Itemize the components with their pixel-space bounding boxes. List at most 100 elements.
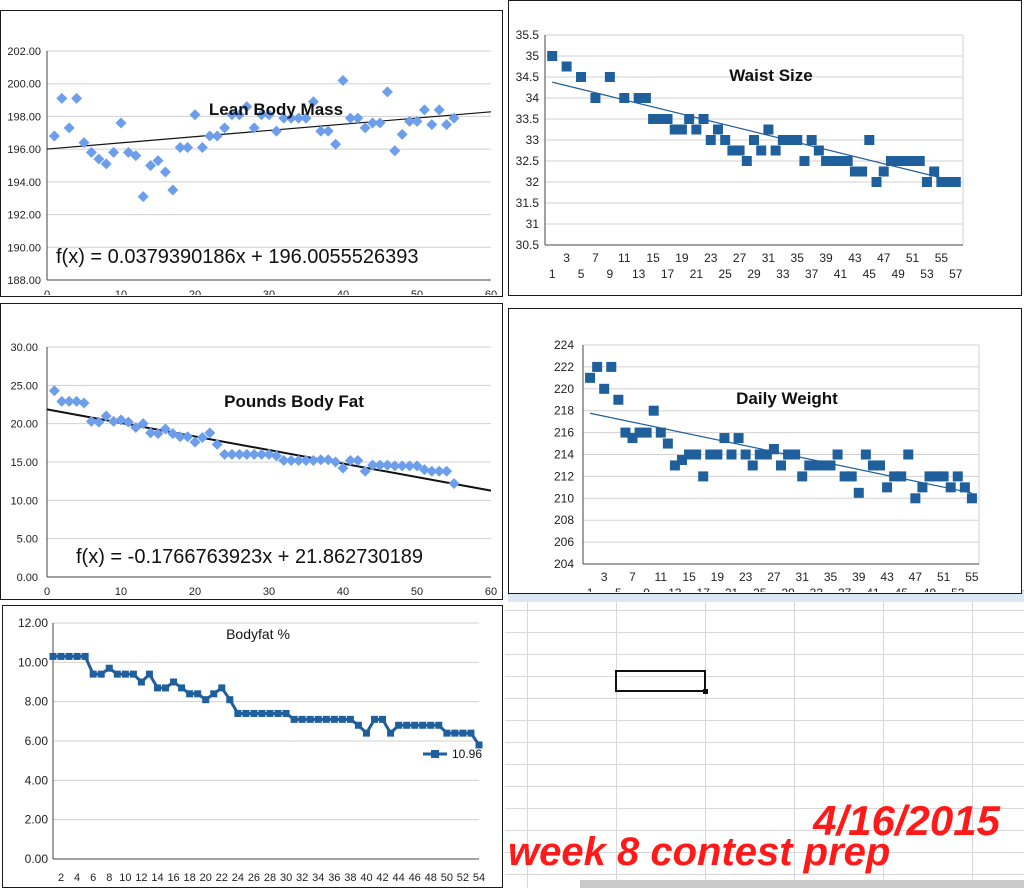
spreadsheet-grid[interactable] xyxy=(505,602,1024,888)
x-tick-label: 35 xyxy=(824,570,838,584)
data-point xyxy=(314,715,322,723)
x-tick-label: 17 xyxy=(661,267,675,281)
y-tick-label: 33.5 xyxy=(516,112,540,126)
x-tick-label: 29 xyxy=(781,586,795,592)
x-tick-label: 27 xyxy=(767,570,781,584)
data-point xyxy=(186,690,194,698)
data-point xyxy=(137,191,149,203)
data-point xyxy=(634,427,645,438)
x-tick-label: 46 xyxy=(409,872,421,884)
data-point xyxy=(196,431,208,443)
data-point xyxy=(63,122,75,134)
trendline xyxy=(589,412,973,494)
x-tick-label: 44 xyxy=(392,872,404,884)
x-tick-label: 31 xyxy=(762,251,776,265)
data-point xyxy=(159,423,171,435)
x-tick-label: 45 xyxy=(895,586,909,592)
data-point xyxy=(959,482,970,493)
daily-weight-chart-panel[interactable]: 204 206 208 210 212 214 216 218 220 222 224 3 7 11 15 1… xyxy=(508,308,1022,600)
data-point xyxy=(159,166,171,178)
data-point xyxy=(189,436,201,448)
data-point xyxy=(712,124,723,135)
data-point xyxy=(263,448,275,460)
data-point xyxy=(677,454,687,465)
data-point xyxy=(783,449,794,460)
data-point xyxy=(78,397,90,409)
x-tick-label: 20 xyxy=(200,872,212,884)
data-point xyxy=(122,416,134,428)
lean-body-mass-chart-panel[interactable]: 188.00 190.00 192.00 194.00 196.00 198.00 200.… xyxy=(0,10,503,301)
data-point xyxy=(337,74,349,86)
data-point xyxy=(121,670,129,678)
data-point xyxy=(367,459,379,471)
data-point xyxy=(792,135,803,145)
chart-title: Bodyfat % xyxy=(226,626,290,642)
chart-title: Lean Body Mass xyxy=(209,100,343,119)
pounds-body-fat-chart-panel[interactable]: 0.00 5.00 10.00 15.00 20.00 25.00 30.00 0 10 20 30… xyxy=(0,303,503,600)
data-point xyxy=(242,709,250,717)
data-point xyxy=(189,109,201,121)
data-point xyxy=(404,115,416,127)
x-tick-label: 40 xyxy=(360,872,372,884)
data-point xyxy=(741,156,752,166)
data-point xyxy=(720,135,731,145)
data-point xyxy=(108,415,120,427)
x-tick-label: 9 xyxy=(643,586,650,592)
selected-cell[interactable] xyxy=(615,670,706,692)
y-tick-label: 224 xyxy=(554,338,574,352)
data-point xyxy=(359,465,371,477)
data-point xyxy=(115,414,127,426)
x-tick-label: 11 xyxy=(618,251,631,265)
data-point xyxy=(907,156,918,166)
y-tick-label: 31 xyxy=(526,217,540,231)
data-point xyxy=(338,715,346,723)
data-point xyxy=(85,415,97,427)
data-point xyxy=(740,449,751,460)
x-tick-label: 47 xyxy=(877,251,891,265)
data-point xyxy=(604,72,615,82)
data-point xyxy=(749,135,759,145)
data-point xyxy=(93,416,105,428)
x-tick-label: 43 xyxy=(848,251,862,265)
fill-handle[interactable] xyxy=(703,689,708,694)
data-point xyxy=(590,93,601,103)
data-point xyxy=(885,156,896,166)
data-point xyxy=(945,482,956,493)
data-point xyxy=(620,427,631,438)
data-point xyxy=(790,449,801,460)
bodyfat-percent-chart-panel[interactable]: 0.00 2.00 4.00 6.00 8.00 10.00 12.00 2 4 6 8 10 12 14… xyxy=(2,605,503,888)
x-tick-label: 8 xyxy=(106,872,112,884)
x-tick-label: 39 xyxy=(852,570,866,584)
data-point xyxy=(804,460,815,471)
bottom-scrollbar-thumb[interactable] xyxy=(580,880,1024,888)
data-point xyxy=(756,145,767,156)
data-point xyxy=(448,477,460,489)
data-point xyxy=(352,112,364,124)
data-point xyxy=(691,449,702,460)
y-tick-label: 0.00 xyxy=(25,852,49,866)
x-tick-label: 13 xyxy=(668,586,682,592)
data-point xyxy=(322,125,334,137)
data-point xyxy=(346,715,354,723)
data-point xyxy=(900,156,911,166)
waist-size-chart-panel[interactable]: 30.5 31 31.5 32 32.5 33 33.5 34 34.5 35 35.5 3 7 11 15… xyxy=(508,0,1022,296)
chart-title: Pounds Body Fat xyxy=(224,392,364,411)
data-point xyxy=(924,471,935,482)
y-tick-label: 31.5 xyxy=(516,196,540,210)
data-point xyxy=(613,394,624,405)
pounds-body-fat-chart: 0.00 5.00 10.00 15.00 20.00 25.00 30.00 0 10 20 30… xyxy=(10,342,497,598)
x-tick-label: 10 xyxy=(115,289,127,295)
data-point xyxy=(63,395,75,407)
data-point xyxy=(910,493,921,504)
data-point xyxy=(441,465,453,477)
data-point xyxy=(747,460,758,471)
x-tick-label: 15 xyxy=(682,570,696,584)
y-tick-label: 30.5 xyxy=(516,238,540,252)
x-tick-label: 5 xyxy=(615,586,622,592)
x-tick-label: 41 xyxy=(834,267,848,281)
data-point xyxy=(322,454,334,466)
data-point xyxy=(864,135,875,145)
data-point xyxy=(427,721,435,729)
data-point xyxy=(48,385,60,397)
data-point xyxy=(108,146,120,158)
